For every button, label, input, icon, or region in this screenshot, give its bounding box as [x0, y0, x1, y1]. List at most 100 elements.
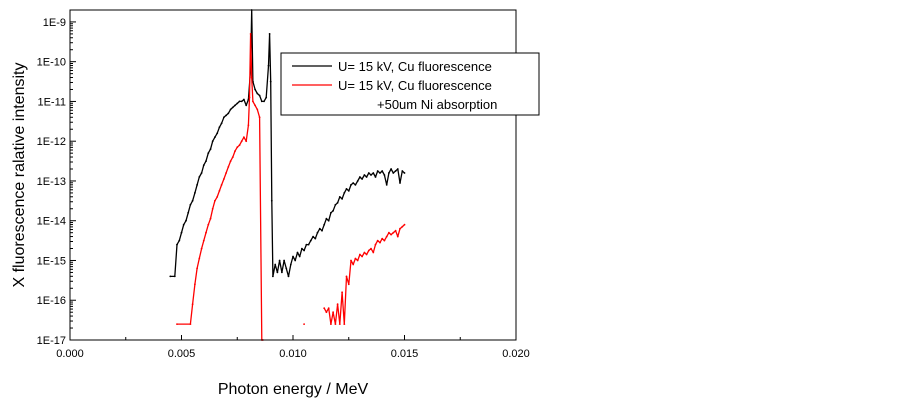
data-point [207, 223, 210, 226]
data-point [178, 239, 181, 242]
data-point [187, 211, 190, 214]
data-point [238, 144, 241, 147]
data-point [265, 96, 268, 99]
data-point [338, 323, 341, 325]
data-point [350, 259, 352, 262]
data-point [236, 146, 239, 149]
x-tick-label: 0.005 [168, 348, 196, 360]
data-point [205, 231, 207, 234]
data-point [231, 156, 234, 159]
data-point [327, 219, 330, 222]
data-point [370, 174, 372, 176]
data-point [341, 198, 343, 200]
data-point [334, 323, 337, 325]
data-point [227, 166, 230, 168]
data-point [240, 140, 243, 143]
data-point [345, 275, 348, 278]
data-point [209, 148, 212, 151]
data-point [191, 303, 194, 306]
data-point [363, 251, 366, 254]
data-point [216, 132, 219, 135]
data-point [196, 267, 199, 270]
data-point [354, 257, 357, 260]
legend: U= 15 kV, Cu fluorescence U= 15 kV, Cu f… [280, 52, 540, 116]
data-point [285, 267, 288, 270]
data-point [341, 291, 343, 294]
data-point [189, 323, 192, 325]
x-axis-title: Photon energy / MeV [218, 381, 369, 398]
data-point [196, 184, 199, 186]
data-point [189, 203, 192, 206]
y-axis-title: X fluorescence ralative intensity [11, 63, 28, 288]
data-point [209, 217, 212, 220]
data-point [198, 176, 201, 178]
data-point [231, 106, 234, 109]
data-point [303, 249, 305, 252]
data-point [372, 172, 375, 174]
data-point [309, 239, 312, 242]
data-point [269, 80, 272, 83]
data-point [289, 263, 292, 266]
data-point [256, 92, 259, 95]
data-point [392, 231, 395, 234]
data-point [294, 259, 297, 262]
legend-box [280, 52, 540, 116]
data-point [245, 104, 248, 107]
data-point [258, 116, 261, 119]
legend-label-cu-fluorescence: U= 15 kV, Cu fluorescence [338, 59, 492, 74]
data-point [185, 219, 187, 222]
data-point [365, 253, 368, 256]
data-point [218, 190, 221, 192]
data-point [365, 176, 368, 178]
data-point [385, 184, 388, 186]
data-point [379, 241, 381, 244]
data-point [234, 104, 236, 107]
data-point [254, 88, 256, 91]
data-point [370, 247, 372, 250]
data-point [327, 307, 330, 310]
data-point [234, 150, 236, 153]
data-point [211, 207, 214, 210]
data-point [256, 108, 259, 111]
data-point [243, 136, 245, 139]
y-tick-label: 1E-17 [37, 335, 66, 347]
data-point [180, 231, 183, 234]
data-point [298, 255, 301, 258]
data-point [332, 311, 334, 314]
data-point [176, 323, 178, 325]
data-point [305, 243, 308, 246]
data-point [238, 100, 241, 103]
data-point [330, 211, 332, 214]
data-point [361, 255, 363, 258]
data-point [379, 172, 381, 174]
data-point [359, 176, 361, 178]
data-point [267, 64, 270, 67]
data-point [314, 237, 317, 240]
data-point [202, 164, 205, 167]
y-tick-label: 1E-9 [43, 17, 66, 29]
data-point [202, 239, 205, 242]
data-point [296, 251, 299, 254]
data-point [214, 199, 216, 202]
data-point [250, 76, 253, 79]
data-point [191, 199, 194, 202]
data-point [225, 114, 228, 117]
data-point [194, 283, 196, 286]
data-point [248, 96, 251, 99]
data-point [245, 140, 248, 143]
data-point [312, 235, 314, 238]
data-point [401, 225, 404, 228]
data-point [303, 323, 305, 325]
data-point [388, 231, 390, 234]
data-point [392, 172, 395, 174]
data-point [321, 229, 323, 232]
data-point [381, 237, 384, 240]
y-tick-label: 1E-12 [37, 136, 66, 148]
data-point [243, 98, 245, 101]
x-tick-label: 0.015 [391, 348, 419, 360]
data-point [316, 231, 319, 234]
data-point [220, 184, 223, 186]
x-tick-label: 0.010 [279, 348, 307, 360]
data-point [292, 255, 294, 258]
